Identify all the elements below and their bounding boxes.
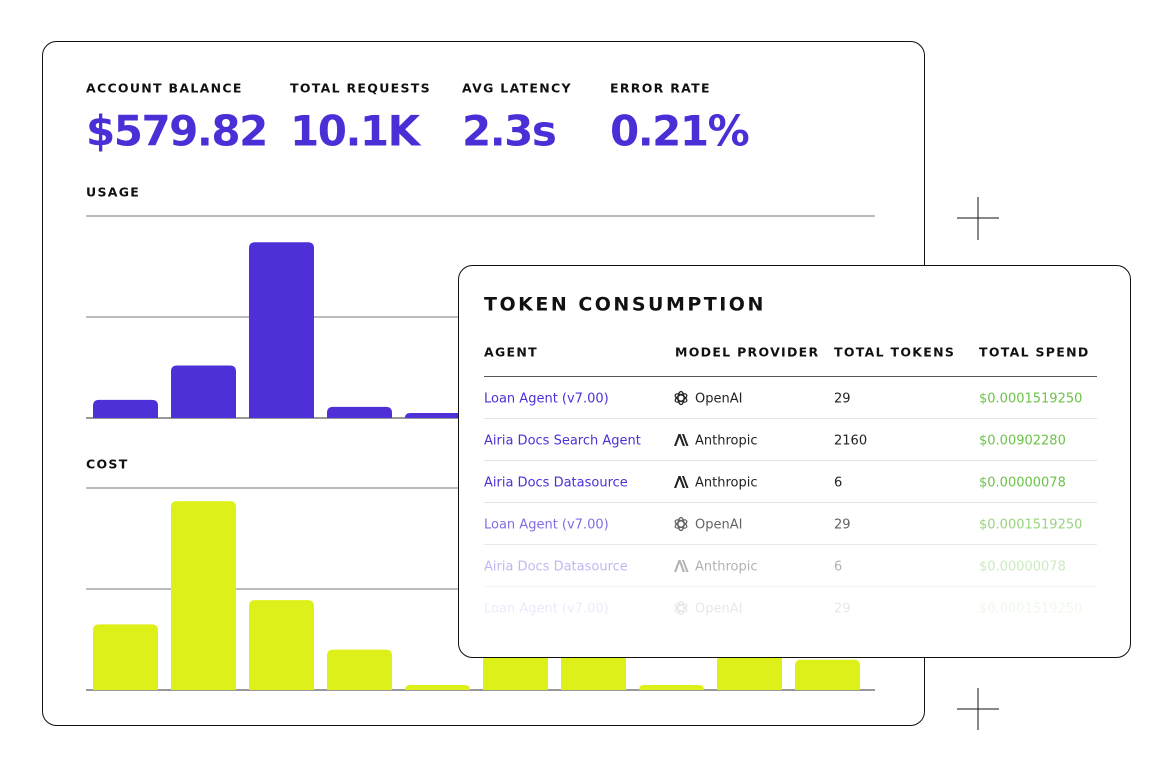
bar	[249, 242, 314, 418]
bar	[561, 649, 626, 690]
stat-label: TOTAL REQUESTS	[290, 81, 431, 96]
bar	[405, 412, 470, 418]
stats: ACCOUNT BALANCE $579.82 TOTAL REQUESTS 10.1…	[86, 81, 750, 156]
stat-label: AVG LATENCY	[462, 81, 572, 96]
total-tokens: 29	[834, 392, 851, 407]
bar	[327, 406, 392, 418]
provider-name: OpenAI	[695, 518, 742, 533]
bar	[171, 365, 236, 418]
total-spend: $0.0001519250	[979, 518, 1082, 533]
stat-label: ACCOUNT BALANCE	[86, 81, 243, 96]
bar	[93, 624, 158, 690]
column-header: AGENT	[484, 345, 538, 360]
table-row: Loan Agent (v7.00) OpenAI 29 $0.0001519250	[484, 390, 1097, 419]
total-spend: $0.0001519250	[979, 602, 1082, 617]
column-header: TOTAL SPEND	[979, 345, 1090, 360]
table-row: Airia Docs Datasource Anthropic 6 $0.000000…	[484, 476, 1097, 503]
bar	[405, 684, 470, 690]
table-title: TOKEN CONSUMPTION	[484, 294, 766, 316]
stat-value: $579.82	[86, 107, 267, 156]
bar	[171, 501, 236, 690]
column-header: TOTAL TOKENS	[834, 345, 955, 360]
total-spend: $0.00000078	[979, 476, 1066, 491]
column-header: MODEL PROVIDER	[675, 345, 819, 360]
total-tokens: 2160	[834, 434, 867, 449]
agent-name: Loan Agent (v7.00)	[484, 518, 609, 533]
total-tokens: 6	[834, 476, 842, 491]
total-spend: $0.00902280	[979, 434, 1066, 449]
table-row: Airia Docs Search Agent Anthropic 2160 $0.0…	[484, 434, 1097, 461]
chart-title: COST	[86, 457, 129, 472]
total-spend: $0.00000078	[979, 560, 1066, 575]
provider-name: Anthropic	[695, 434, 758, 449]
agent-name: Airia Docs Datasource	[484, 476, 628, 491]
chart-title: USAGE	[86, 185, 140, 200]
provider-name: OpenAI	[695, 392, 742, 407]
bar	[249, 600, 314, 690]
provider-name: Anthropic	[695, 476, 758, 491]
agent-name: Airia Docs Search Agent	[484, 434, 641, 449]
bar	[795, 659, 860, 690]
total-tokens: 29	[834, 602, 851, 617]
total-tokens: 6	[834, 560, 842, 575]
agent-name: Loan Agent (v7.00)	[484, 392, 609, 407]
bar	[483, 649, 548, 690]
agent-name: Airia Docs Datasource	[484, 560, 628, 575]
bar	[327, 649, 392, 690]
provider-name: Anthropic	[695, 560, 758, 575]
token-table: TOKEN CONSUMPTION AGENT MODEL PROVIDER TOTA…	[484, 294, 1097, 617]
stat-value: 10.1K	[290, 107, 422, 156]
total-tokens: 29	[834, 518, 851, 533]
crosshair	[957, 197, 999, 730]
stat-value: 0.21%	[610, 107, 749, 156]
provider-name: OpenAI	[695, 602, 742, 617]
bar	[93, 399, 158, 418]
total-spend: $0.0001519250	[979, 392, 1082, 407]
table-card	[458, 265, 1131, 658]
stat-value: 2.3s	[462, 107, 556, 156]
table-row: Airia Docs Datasource Anthropic 6 $0.000000…	[484, 560, 1097, 587]
table-row: Loan Agent (v7.00) OpenAI 29 $0.0001519250	[484, 516, 1097, 545]
bar	[717, 654, 782, 690]
bar	[639, 684, 704, 690]
agent-name: Loan Agent (v7.00)	[484, 602, 609, 617]
stat-label: ERROR RATE	[610, 81, 711, 96]
table-row: Loan Agent (v7.00) OpenAI 29 $0.0001519250	[484, 600, 1082, 617]
charts: USAGE COST	[86, 185, 875, 691]
